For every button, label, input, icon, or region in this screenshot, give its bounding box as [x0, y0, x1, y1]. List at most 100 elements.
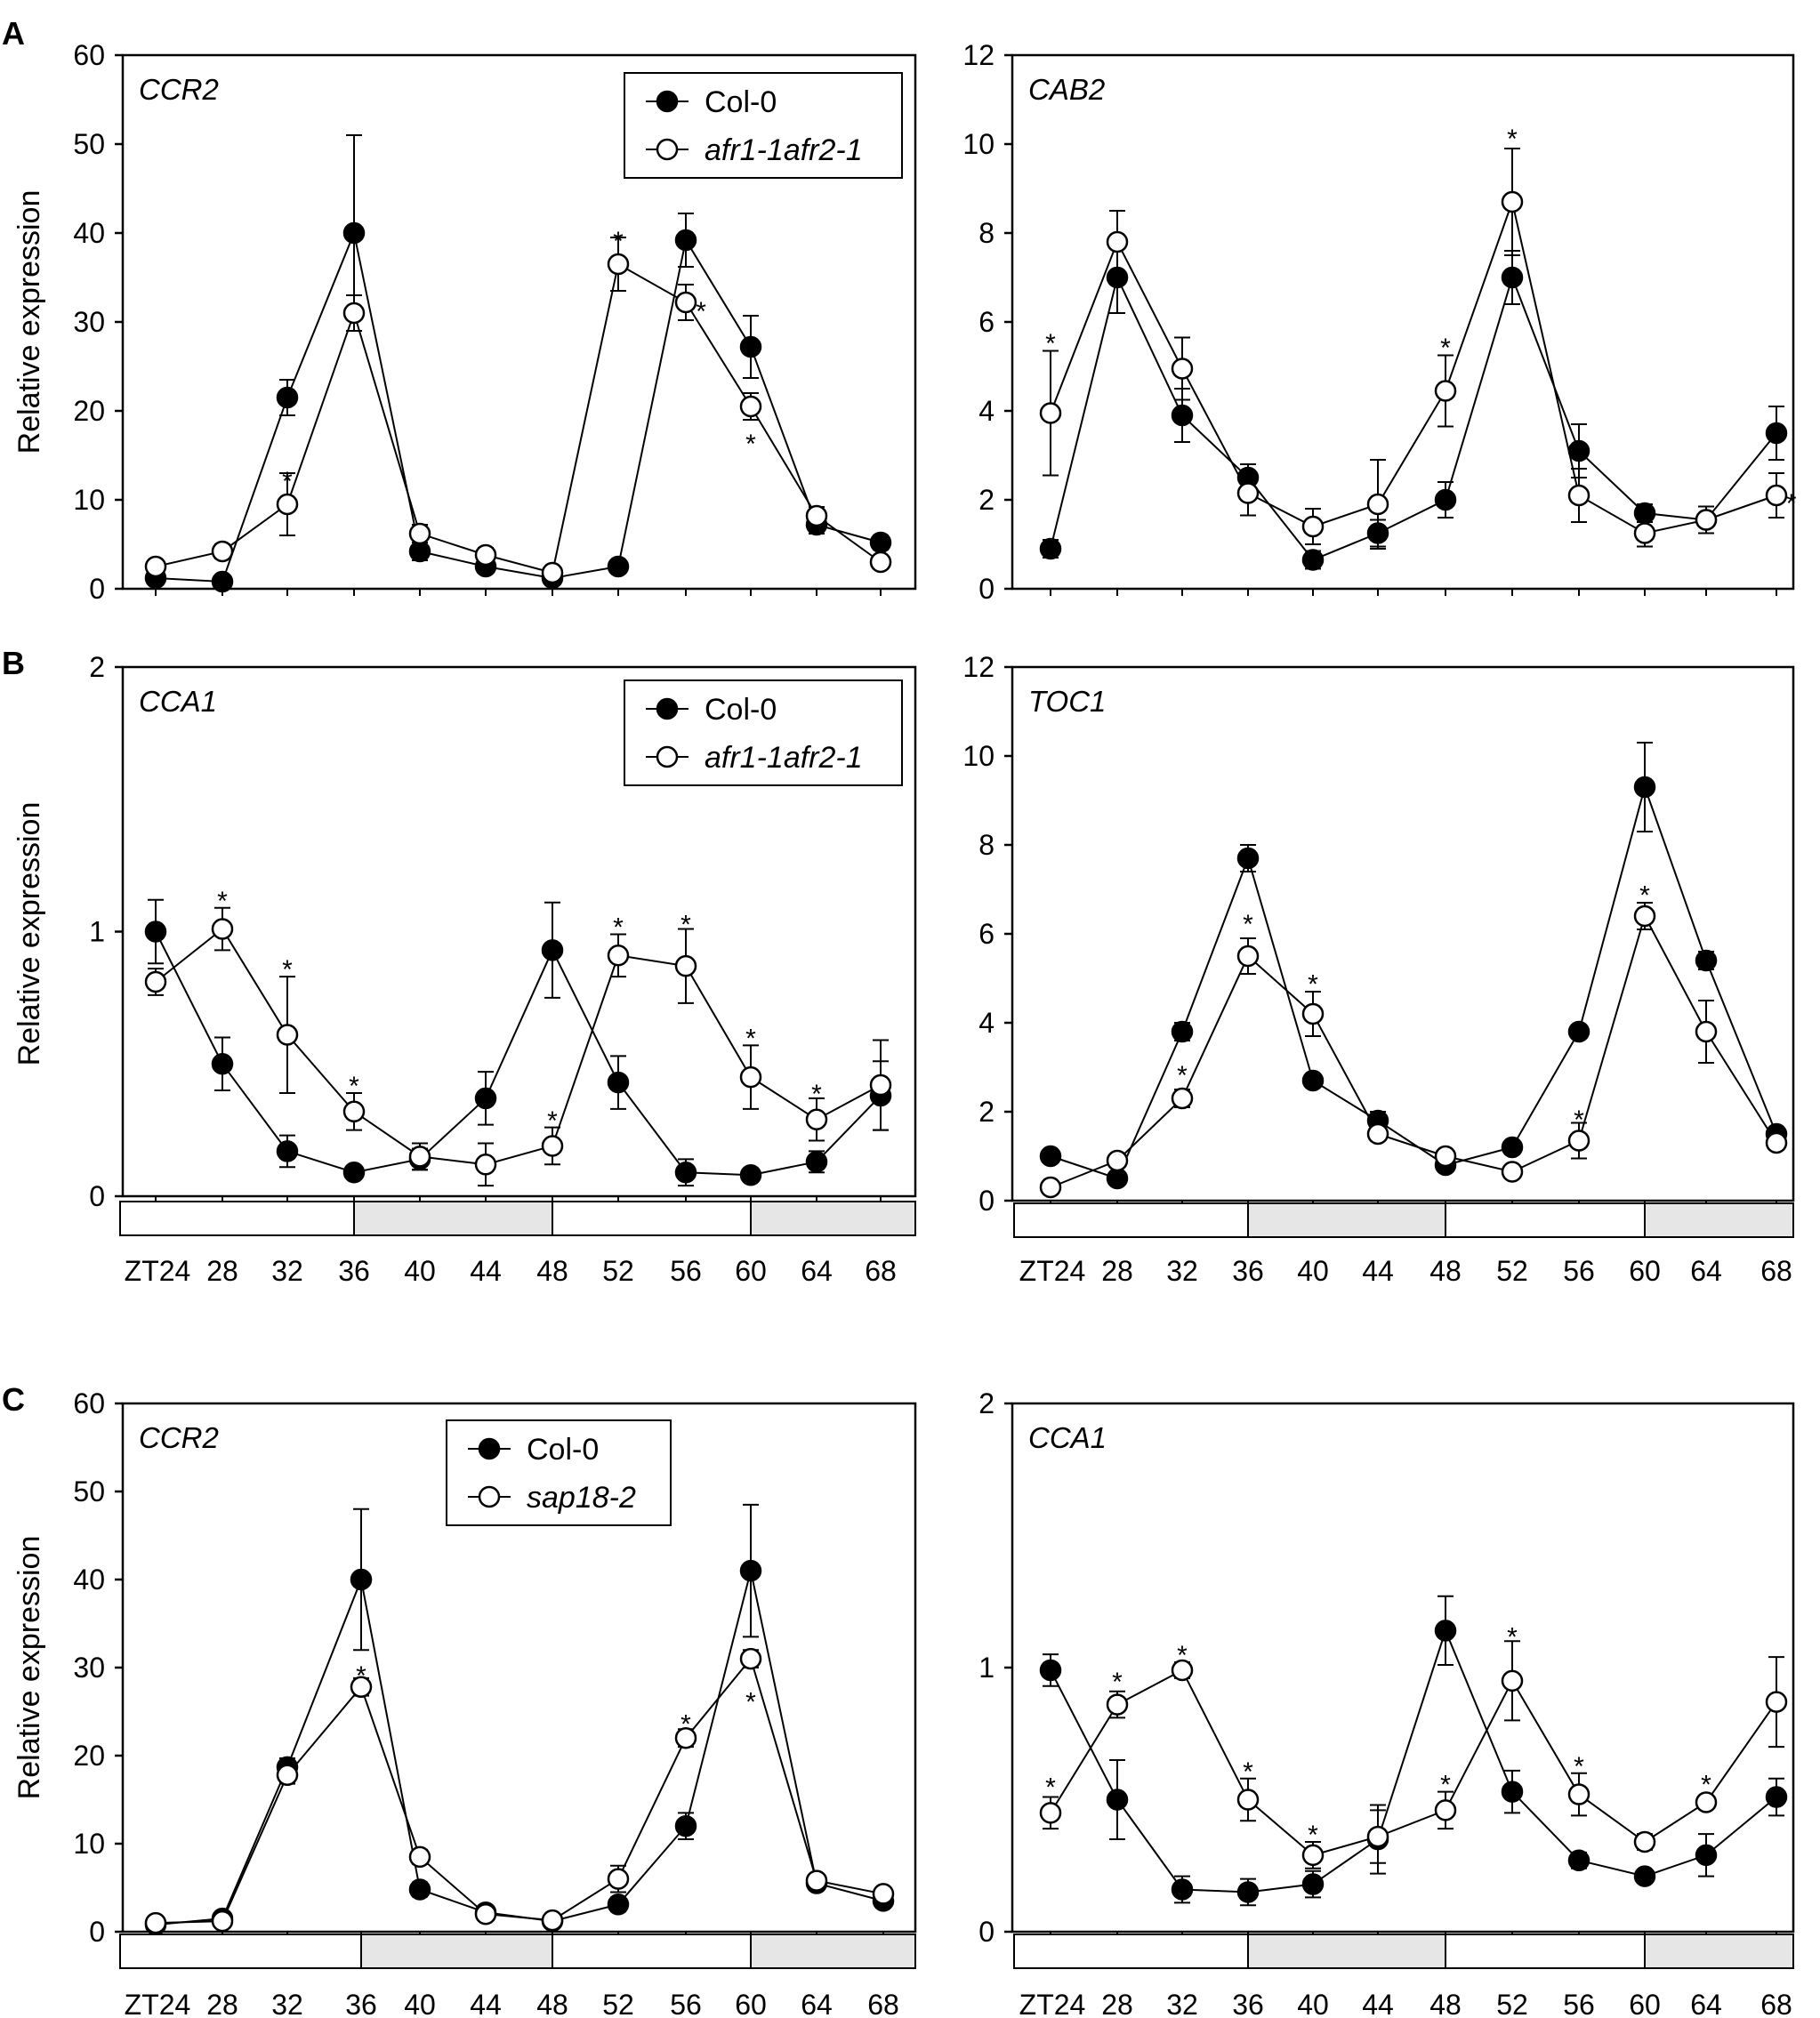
data-point	[1366, 1122, 1389, 1146]
data-point	[541, 561, 564, 584]
significance-star: *	[745, 1688, 756, 1717]
y-tick-label: 12	[962, 651, 995, 683]
x-tick-label: 44	[470, 1255, 502, 1287]
x-tick-label: 36	[338, 1255, 370, 1287]
data-point	[805, 1869, 828, 1892]
x-tick-label: 68	[1760, 1989, 1792, 2018]
y-tick-label: 2	[978, 484, 995, 516]
y-tick-label: 10	[962, 128, 995, 160]
significance-star: *	[1574, 1752, 1584, 1781]
series-col-0	[1039, 241, 1788, 571]
series-line	[1050, 913, 1777, 1188]
data-point	[541, 939, 564, 961]
y-tick-label: 6	[978, 918, 995, 950]
data-point	[474, 1087, 497, 1110]
y-tick-label: 30	[73, 1652, 105, 1684]
data-point	[1106, 1167, 1129, 1190]
x-tick-label: ZT24	[125, 1989, 191, 2018]
x-tick-label: 56	[1563, 1255, 1595, 1287]
panel-label-A: A	[2, 15, 25, 52]
series-line	[155, 931, 882, 1177]
chart-B-toc1: 0 2 4 6 8 10 12 TOC1 * * * * *	[962, 651, 1795, 1217]
data-point	[1501, 266, 1524, 289]
data-point	[342, 1100, 366, 1123]
x-tick-label: 48	[536, 1255, 568, 1287]
x-tick-label: ZT24	[125, 1255, 191, 1287]
data-point	[1434, 1620, 1457, 1642]
series-col-0	[144, 134, 892, 593]
data-point	[872, 1883, 895, 1905]
significance-star: *	[680, 1709, 691, 1739]
data-point	[1695, 1791, 1718, 1813]
data-point	[1567, 1020, 1590, 1043]
data-point	[1567, 1849, 1590, 1872]
data-point	[674, 1814, 697, 1837]
data-point	[408, 1146, 431, 1168]
dark-period	[353, 1201, 553, 1236]
significance-star: *	[680, 911, 691, 940]
y-axis-label: Relative expression	[12, 190, 46, 454]
data-point	[1765, 1131, 1788, 1154]
x-tick-label: 28	[1101, 1989, 1133, 2018]
significance-star: *	[613, 227, 624, 256]
data-point	[739, 1163, 762, 1186]
y-tick-label: 60	[73, 1387, 105, 1419]
data-point	[144, 970, 167, 993]
legend-marker	[656, 138, 679, 161]
y-tick-label: 8	[978, 217, 995, 249]
y-tick-label: 0	[978, 1185, 995, 1217]
series-line	[1050, 1668, 1777, 1856]
x-tick-label: 68	[1760, 1255, 1792, 1287]
data-point	[1695, 1844, 1718, 1867]
series-col-0	[1039, 742, 1788, 1190]
significance-star: *	[1243, 1757, 1253, 1787]
light-dark-bar	[1013, 1202, 1794, 1238]
x-tick-label: 56	[1563, 1989, 1595, 2018]
data-point	[144, 921, 167, 943]
data-point	[739, 395, 762, 418]
series-mutant	[1039, 148, 1788, 550]
data-point	[1501, 1669, 1524, 1692]
y-tick-label: 20	[73, 1740, 105, 1772]
data-point	[1567, 439, 1590, 462]
data-point	[408, 1845, 431, 1869]
data-point	[1039, 1145, 1062, 1168]
x-tick-label: 60	[1629, 1989, 1661, 2018]
x-tick-label: 28	[206, 1989, 238, 2018]
data-point	[1633, 1865, 1656, 1887]
series-mutant	[1039, 1640, 1788, 1869]
legend-label: Col-0	[705, 85, 777, 119]
x-tick-label: ZT24	[1019, 1989, 1086, 2018]
significance-star: *	[1701, 1771, 1711, 1800]
legend-marker	[478, 1437, 501, 1460]
data-point	[607, 1893, 630, 1916]
data-point	[1236, 1789, 1260, 1811]
data-point	[1039, 1802, 1062, 1824]
x-tick-label: 56	[670, 1255, 702, 1287]
data-point	[1236, 847, 1260, 870]
data-point	[805, 1108, 828, 1130]
data-point	[1171, 1087, 1194, 1110]
legend-label: afr1-1afr2-1	[705, 741, 863, 775]
light-dark-bar	[119, 1201, 916, 1236]
legend-box	[624, 679, 903, 786]
data-point	[276, 493, 299, 516]
data-point	[276, 1024, 299, 1046]
dark-period	[750, 1934, 916, 1969]
data-point	[1501, 1136, 1524, 1159]
x-tick-label: 28	[1101, 1255, 1133, 1287]
data-point	[408, 540, 431, 563]
data-point	[541, 1909, 564, 1932]
data-point	[1434, 1799, 1457, 1821]
gene-title: CCA1	[139, 685, 217, 718]
y-tick-label: 0	[978, 1916, 995, 1948]
x-tick-label: 60	[735, 1255, 767, 1287]
x-tick-label: 36	[1232, 1255, 1264, 1287]
series-line	[1050, 784, 1777, 1180]
x-tick-label: 36	[1232, 1989, 1264, 2018]
dark-period	[360, 1934, 553, 1969]
significance-star: *	[1308, 1821, 1318, 1850]
y-tick-label: 0	[89, 1180, 105, 1212]
data-point	[541, 1135, 564, 1157]
x-tick-label: 36	[345, 1989, 377, 2018]
